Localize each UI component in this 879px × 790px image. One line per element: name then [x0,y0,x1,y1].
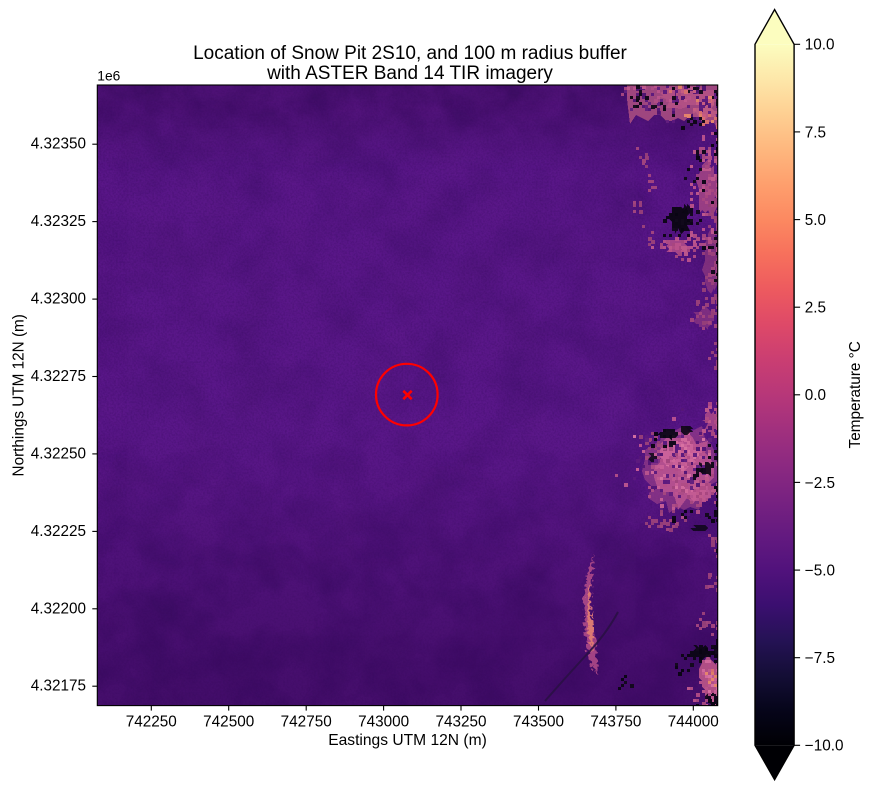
svg-text:4.32350: 4.32350 [31,136,86,153]
svg-text:−2.5: −2.5 [805,475,835,492]
svg-text:−5.0: −5.0 [805,563,835,580]
svg-text:Eastings UTM 12N (m): Eastings UTM 12N (m) [328,732,487,749]
svg-text:5.0: 5.0 [805,212,826,229]
svg-text:4.32200: 4.32200 [31,600,86,617]
svg-text:743750: 743750 [590,714,641,731]
svg-text:−7.5: −7.5 [805,650,835,667]
svg-text:4.32325: 4.32325 [31,213,86,230]
svg-text:7.5: 7.5 [805,124,826,141]
svg-text:4.32275: 4.32275 [31,368,86,385]
svg-text:4.32250: 4.32250 [31,445,86,462]
svg-text:10.0: 10.0 [805,37,835,54]
svg-text:743000: 743000 [358,714,409,731]
svg-text:744000: 744000 [668,714,719,731]
svg-text:743250: 743250 [435,714,486,731]
svg-text:742500: 742500 [203,714,254,731]
svg-text:742250: 742250 [126,714,177,731]
svg-text:4.32225: 4.32225 [31,523,86,540]
svg-text:with ASTER Band 14 TIR imagery: with ASTER Band 14 TIR imagery [266,63,553,84]
svg-text:742750: 742750 [281,714,332,731]
svg-text:0.0: 0.0 [805,387,826,404]
svg-text:Northings UTM 12N (m): Northings UTM 12N (m) [11,314,28,476]
svg-text:−10.0: −10.0 [805,738,844,755]
svg-text:1e6: 1e6 [97,68,120,83]
svg-text:2.5: 2.5 [805,300,826,317]
svg-text:4.32175: 4.32175 [31,678,86,695]
svg-text:Temperature °C: Temperature °C [847,341,864,448]
svg-text:Location of Snow Pit 2S10, and: Location of Snow Pit 2S10, and 100 m rad… [193,43,627,64]
svg-text:743500: 743500 [513,714,564,731]
svg-text:4.32300: 4.32300 [31,291,86,308]
